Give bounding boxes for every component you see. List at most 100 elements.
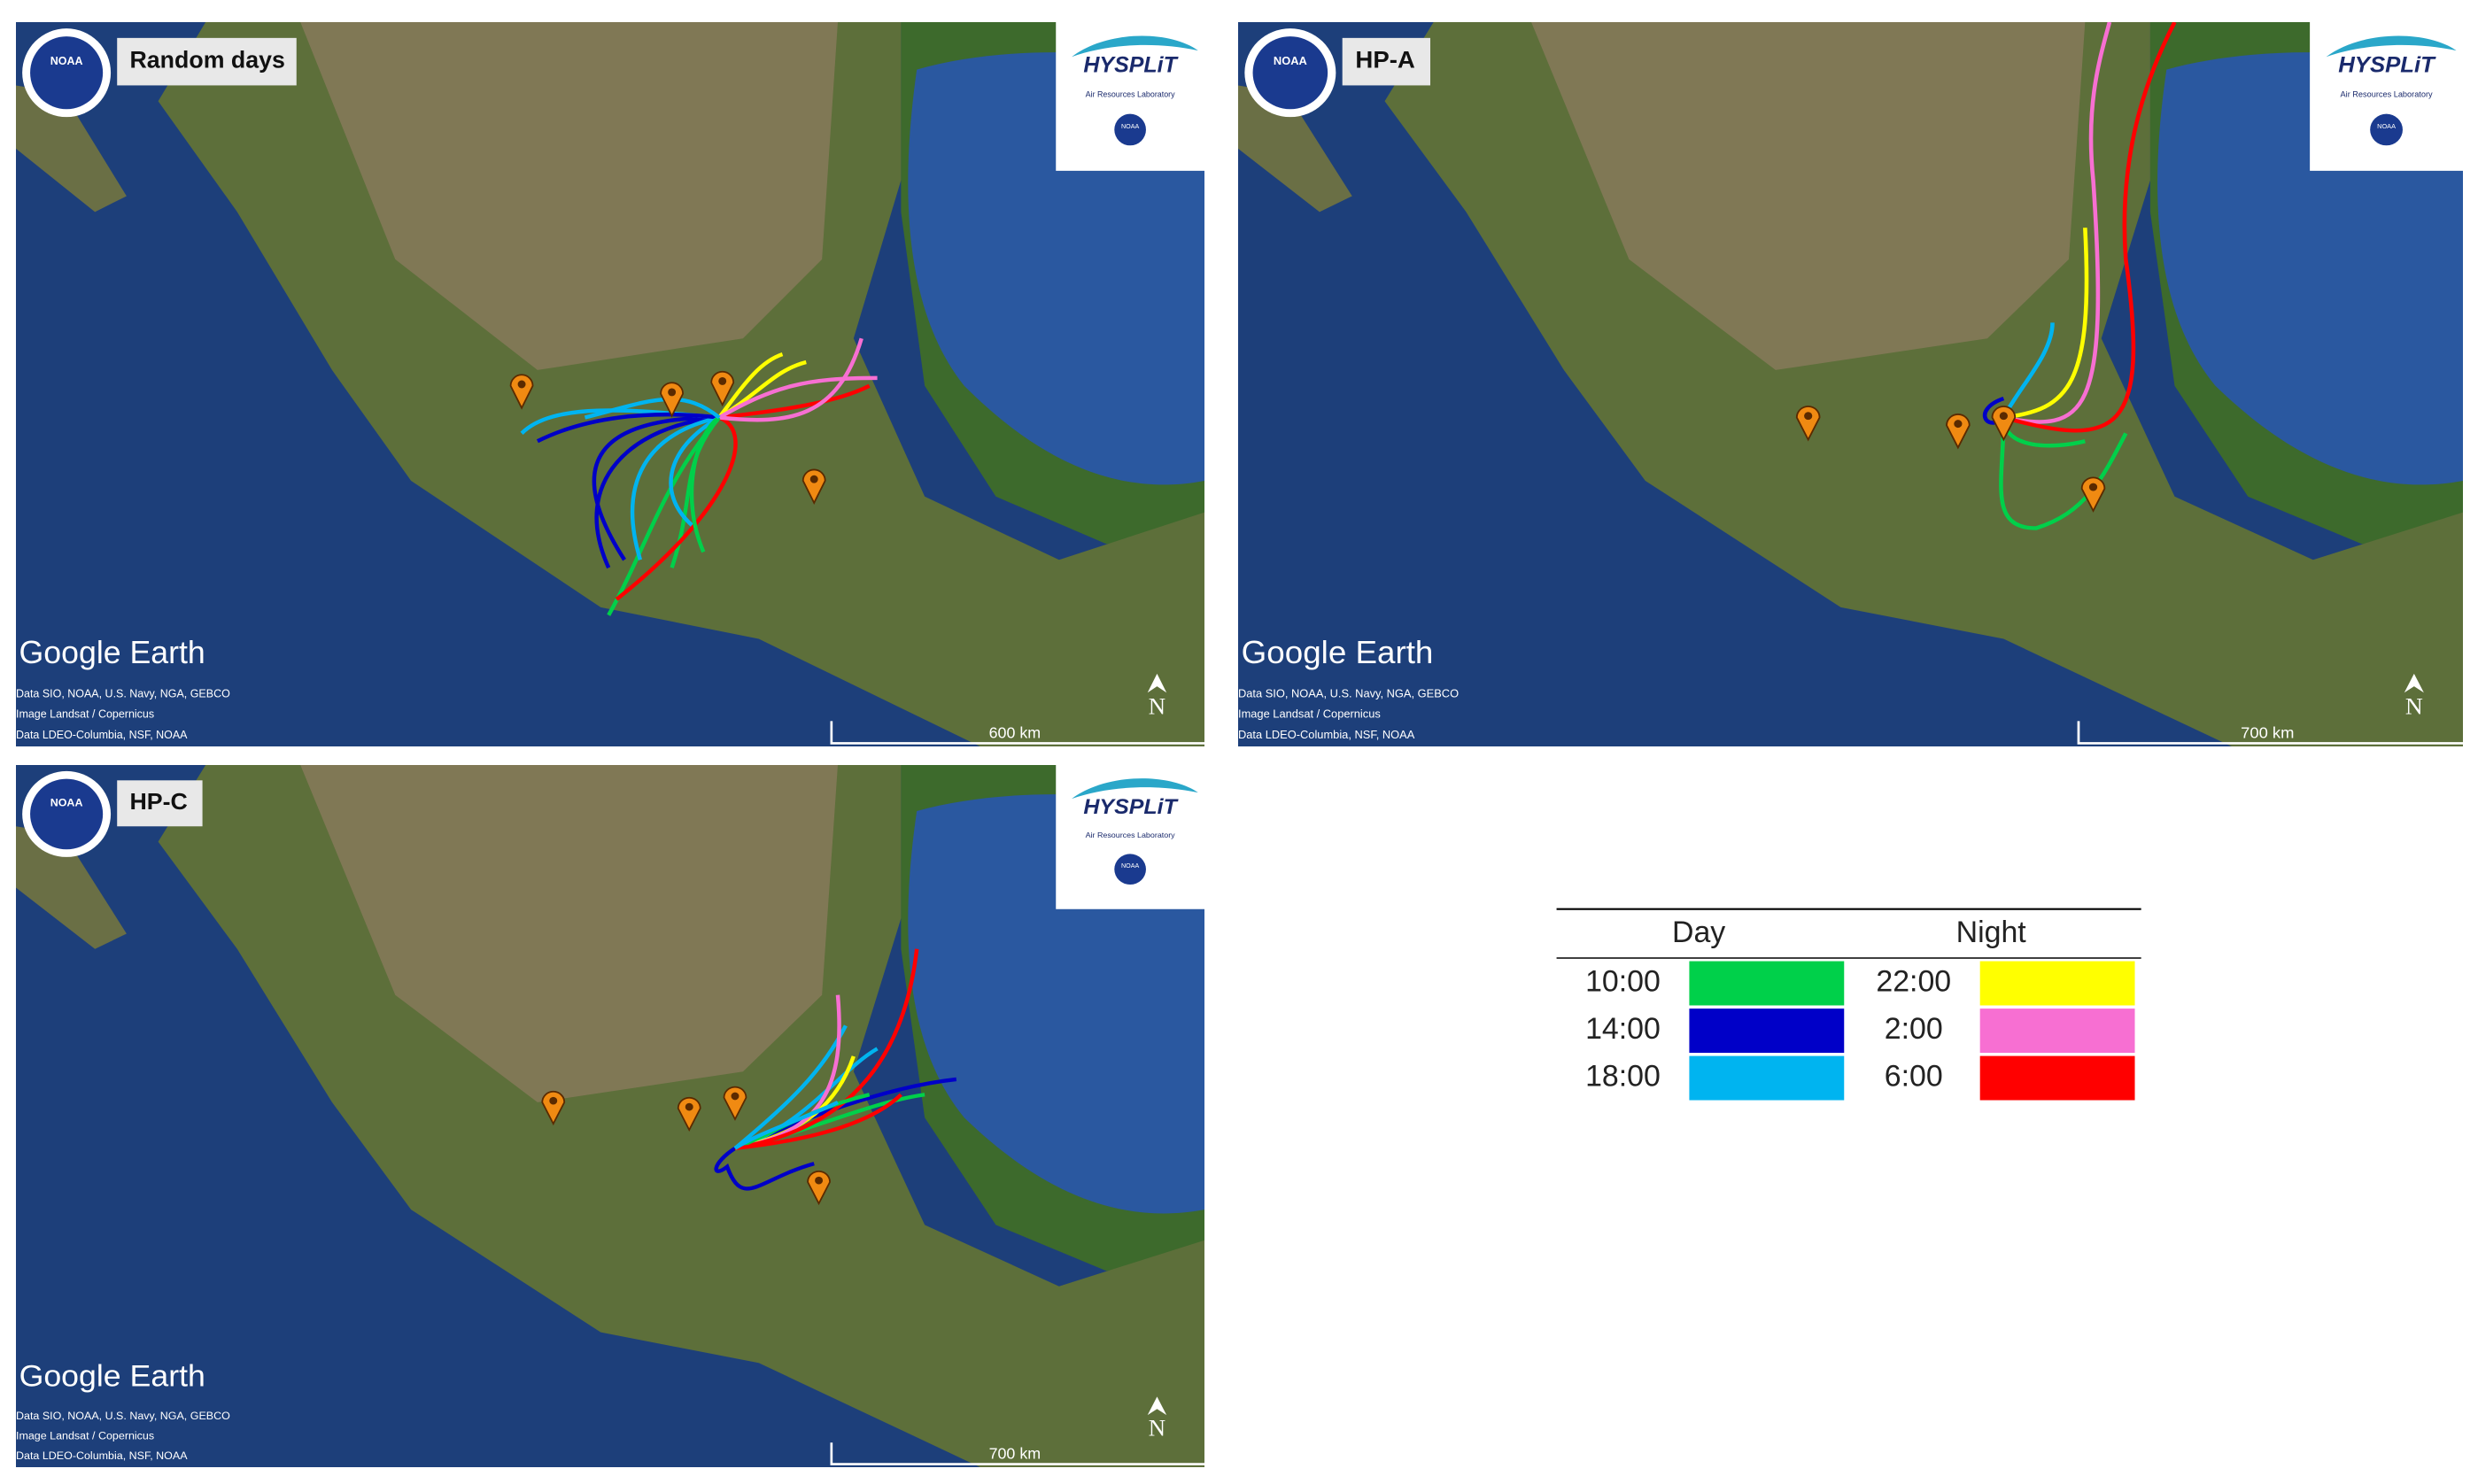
legend-time: 10:00 bbox=[1585, 964, 1661, 998]
map-panel: NOAA HP-A HYSPLiT Air Resources Laboratory N… bbox=[1238, 22, 2463, 746]
north-label: N bbox=[1149, 692, 1165, 719]
scale-label: 600 km bbox=[989, 723, 1041, 741]
legend-swatch bbox=[1979, 1055, 2135, 1101]
site-marker-dot bbox=[731, 1092, 740, 1101]
scale-bar bbox=[830, 1442, 1204, 1465]
baja bbox=[16, 826, 127, 949]
noaa-small-text: NOAA bbox=[2377, 122, 2396, 130]
legend-time: 18:00 bbox=[1585, 1060, 1661, 1094]
trajectory bbox=[615, 415, 738, 601]
trajectory bbox=[592, 415, 720, 561]
trajectory bbox=[718, 383, 871, 420]
site-marker-dot bbox=[809, 475, 818, 483]
site-marker-dot bbox=[2088, 483, 2098, 491]
north-arrow bbox=[2404, 673, 2424, 693]
legend-time: 22:00 bbox=[1876, 964, 1951, 998]
site-marker bbox=[710, 370, 735, 407]
google-earth: Google Earth bbox=[1242, 634, 1434, 669]
site-marker-dot bbox=[685, 1102, 693, 1111]
site-marker bbox=[807, 1170, 831, 1206]
trajectory bbox=[718, 337, 863, 422]
trajectory bbox=[734, 1093, 902, 1151]
noaa-logo-inner bbox=[30, 36, 104, 110]
noaa-small-logo bbox=[1114, 113, 1146, 146]
trajectory bbox=[717, 352, 784, 419]
site-marker bbox=[1795, 406, 1821, 442]
trajectory bbox=[1999, 417, 2128, 530]
site-marker bbox=[509, 374, 534, 410]
scale-label: 700 km bbox=[989, 1445, 1042, 1463]
hysplit-title: HYSPLiT bbox=[1083, 795, 1178, 819]
panel-label: HP-C bbox=[129, 789, 187, 815]
north-arrow bbox=[1147, 1396, 1167, 1416]
hysplit-title: HYSPLiT bbox=[1083, 53, 1179, 78]
panel-label: Random days bbox=[129, 47, 284, 73]
trajectory bbox=[594, 415, 720, 569]
trajectory bbox=[584, 397, 721, 420]
trajectory bbox=[536, 412, 720, 444]
trajectory bbox=[714, 1147, 815, 1191]
hysplit-swoosh bbox=[2326, 35, 2457, 58]
site-marker bbox=[541, 1090, 566, 1126]
google-earth: Google Earth bbox=[19, 1359, 205, 1393]
trajectory bbox=[733, 1100, 839, 1150]
legend-swatch bbox=[1979, 1009, 2135, 1054]
scale-label: 700 km bbox=[2241, 724, 2294, 742]
noaa-logo-text: NOAA bbox=[1274, 55, 1307, 67]
trajectory bbox=[2003, 228, 2089, 420]
hysplit-title: HYSPLiT bbox=[2338, 53, 2436, 78]
hysplit-lab: Air Resources Laboratory bbox=[1086, 831, 1176, 839]
noaa-logo-inner bbox=[1252, 36, 1328, 110]
attribution: Data LDEO-Columbia, NSF, NOAA bbox=[16, 729, 188, 741]
site-marker bbox=[677, 1096, 701, 1132]
scale-bar bbox=[830, 721, 1204, 745]
trajectory bbox=[2002, 22, 2112, 424]
north-label: N bbox=[1149, 1416, 1165, 1441]
trajectory bbox=[734, 948, 919, 1150]
noaa-small-logo bbox=[2370, 113, 2403, 146]
noaa-logo-text: NOAA bbox=[50, 55, 83, 67]
site-marker bbox=[801, 468, 826, 505]
attribution: Data SIO, NOAA, U.S. Navy, NGA, GEBCO bbox=[1238, 688, 1459, 700]
trajectory bbox=[2002, 22, 2177, 433]
panel-label-box bbox=[117, 780, 203, 827]
hysplit-lab: Air Resources Laboratory bbox=[2341, 90, 2434, 99]
site-marker bbox=[660, 382, 684, 418]
site-marker-dot bbox=[1999, 412, 2008, 421]
scale-bar bbox=[2077, 721, 2463, 745]
legend-time: 2:00 bbox=[1885, 1012, 1943, 1046]
highland bbox=[300, 765, 838, 1102]
panel-label-box bbox=[1342, 37, 1431, 86]
site-marker-dot bbox=[549, 1096, 558, 1105]
trajectory bbox=[718, 375, 878, 420]
attribution: Data SIO, NOAA, U.S. Navy, NGA, GEBCO bbox=[16, 687, 230, 699]
site-marker-dot bbox=[1804, 412, 1813, 421]
panel-label: HP-A bbox=[1355, 46, 1414, 73]
legend-swatch bbox=[1979, 961, 2135, 1006]
noaa-small-text: NOAA bbox=[1121, 123, 1139, 130]
attribution: Data SIO, NOAA, U.S. Navy, NGA, GEBCO bbox=[16, 1410, 230, 1422]
noaa-logo-text: NOAA bbox=[50, 797, 83, 809]
north-arrow bbox=[1147, 673, 1167, 693]
legend-swatch bbox=[1689, 961, 1845, 1006]
legend-time: 14:00 bbox=[1585, 1012, 1661, 1046]
attribution: Image Landsat / Copernicus bbox=[16, 1430, 154, 1442]
hysplit-swoosh bbox=[1072, 778, 1198, 800]
legend-swatch bbox=[1689, 1009, 1845, 1054]
trajectory bbox=[689, 415, 721, 553]
attribution: Data LDEO-Columbia, NSF, NOAA bbox=[16, 1449, 188, 1462]
site-marker-dot bbox=[718, 376, 727, 385]
site-marker-dot bbox=[1954, 420, 1963, 429]
hysplit-swoosh bbox=[1072, 35, 1198, 58]
map-panel: NOAA HP-C HYSPLiT Air Resources Laboratory N… bbox=[16, 765, 1204, 1467]
panel-label-box bbox=[117, 37, 297, 86]
legend-header: Day bbox=[1672, 916, 1725, 949]
google-earth: Google Earth bbox=[19, 635, 205, 670]
attribution: Data LDEO-Columbia, NSF, NOAA bbox=[1238, 729, 1415, 741]
legend-time: 6:00 bbox=[1885, 1060, 1943, 1094]
noaa-small-text: NOAA bbox=[1121, 863, 1140, 870]
site-marker-dot bbox=[815, 1176, 824, 1185]
legend-header: Night bbox=[1956, 916, 2027, 949]
site-marker bbox=[1946, 414, 1971, 450]
